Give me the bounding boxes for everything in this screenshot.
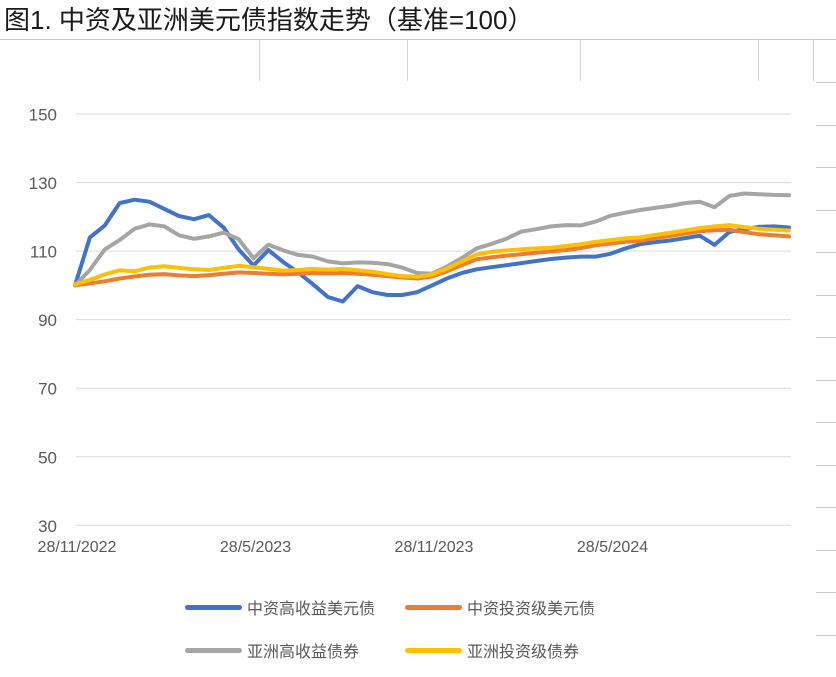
y-tick-label: 50	[38, 448, 57, 467]
cell-column-border	[259, 39, 260, 81]
x-tick-label: 28/11/2022	[38, 539, 117, 556]
y-tick-label: 90	[38, 311, 57, 330]
legend-label-asia-ig: 亚洲投资级债券	[467, 644, 580, 661]
legend-swatch-china-ig	[405, 604, 462, 610]
y-tick-label: 70	[38, 380, 57, 399]
cell-row-border	[816, 210, 836, 211]
series-line-china-ig	[73, 227, 791, 288]
cell-column-border	[813, 39, 814, 81]
cell-row-border	[816, 465, 836, 466]
y-tick-label: 30	[38, 517, 57, 536]
cell-row-border	[816, 82, 836, 83]
y-tick-label: 110	[30, 243, 57, 262]
cell-column-border	[407, 39, 408, 81]
title-row-bottom-border	[0, 39, 836, 40]
y-tick-label: 150	[29, 106, 57, 125]
cell-row-border	[816, 125, 836, 126]
cell-row-border	[816, 507, 836, 508]
cell-column-border	[758, 39, 759, 81]
x-tick-label: 28/11/2023	[395, 539, 474, 556]
legend-label-china-ig: 中资投资级美元债	[467, 601, 596, 618]
legend-swatch-asia-hy	[185, 647, 242, 653]
cell-row-border	[816, 380, 836, 381]
cell-row-border	[816, 167, 836, 168]
legend-item-china-ig: 中资投资级美元债	[405, 598, 596, 618]
legend-item-china-hy: 中资高收益美元债	[185, 598, 376, 618]
legend-label-china-hy: 中资高收益美元债	[247, 601, 376, 618]
cell-row-border	[816, 550, 836, 551]
legend-swatch-china-hy	[185, 604, 242, 610]
legend-item-asia-hy: 亚洲高收益债券	[185, 641, 360, 661]
y-tick-label: 130	[29, 174, 57, 193]
legend-label-asia-hy: 亚洲高收益债券	[247, 644, 360, 661]
cell-row-border	[816, 592, 836, 593]
x-tick-label: 28/5/2024	[577, 539, 648, 556]
series-line-china-hy	[73, 197, 791, 304]
x-tick-label: 28/5/2023	[220, 539, 291, 556]
legend-item-asia-ig: 亚洲投资级债券	[405, 641, 580, 661]
series-line-asia-ig	[73, 223, 791, 287]
cell-row-border	[816, 635, 836, 636]
cell-row-border	[816, 252, 836, 253]
cell-row-border	[816, 295, 836, 296]
chart-title: 图1. 中资及亚洲美元债指数走势（基准=100）	[4, 5, 534, 35]
cell-column-border	[580, 39, 581, 81]
cell-row-border	[816, 337, 836, 338]
legend-swatch-asia-ig	[405, 647, 462, 653]
cell-row-border	[816, 422, 836, 423]
